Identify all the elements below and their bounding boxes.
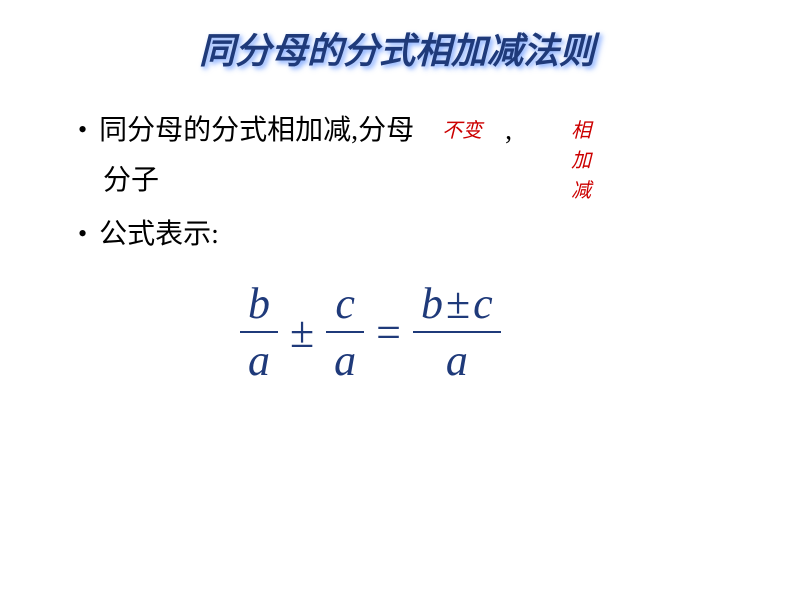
frac1-numerator: b: [240, 278, 278, 331]
bullet-marker: •: [78, 214, 87, 253]
fraction-1: b a: [240, 278, 278, 386]
frac3-denominator: a: [438, 333, 476, 386]
formula-display: b a ± c a = b±c a: [78, 278, 794, 386]
bullet-item-2: • 公式表示:: [78, 214, 794, 256]
annotation-addsubtract: 相加减: [571, 116, 591, 206]
frac2-denominator: a: [326, 333, 364, 386]
bullet-text-1: 同分母的分式相加减,分母 不变 , 相加减: [99, 110, 512, 152]
slide-title: 同分母的分式相加减法则: [0, 22, 794, 74]
fraction-2: c a: [326, 278, 364, 386]
line1-part1: 同分母的分式相加减,分母: [99, 115, 414, 146]
frac3-num-c: c: [473, 279, 493, 328]
frac3-numerator: b±c: [413, 278, 501, 331]
slide-title-container: 同分母的分式相加减法则: [0, 0, 794, 74]
equals-op: =: [376, 307, 401, 358]
frac2-numerator: c: [327, 278, 363, 331]
bullet-marker: •: [78, 110, 87, 149]
frac3-num-op: ±: [443, 279, 473, 328]
bullet-text-1-cont: 分子: [78, 160, 794, 202]
line2: 分子: [103, 165, 159, 196]
bullet-item-1: • 同分母的分式相加减,分母 不变 , 相加减: [78, 110, 794, 152]
annotation-unchanged: 不变: [442, 116, 482, 146]
plus-minus-op: ±: [290, 307, 314, 358]
slide-content: • 同分母的分式相加减,分母 不变 , 相加减 分子 • 公式表示: b a ±…: [0, 74, 794, 386]
line1-comma: ,: [505, 115, 512, 146]
frac1-denominator: a: [240, 333, 278, 386]
fraction-3: b±c a: [413, 278, 501, 386]
frac3-num-b: b: [421, 279, 443, 328]
bullet-text-2: 公式表示:: [99, 214, 219, 256]
